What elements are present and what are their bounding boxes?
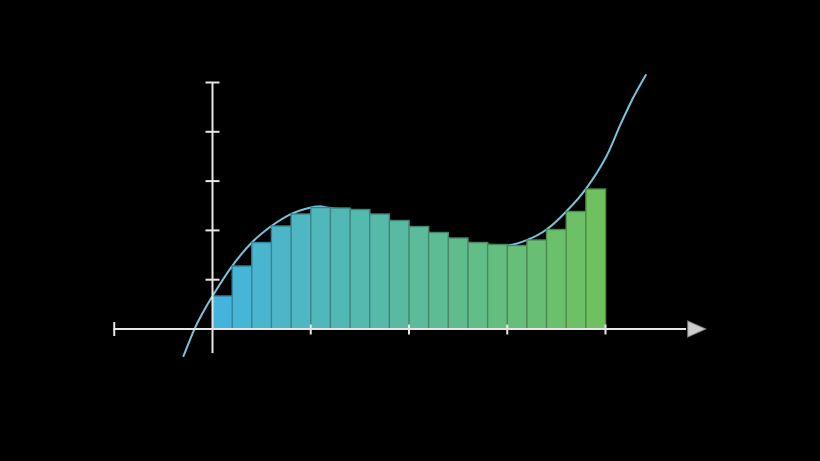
riemann-bar	[467, 241, 489, 330]
riemann-bar	[388, 219, 410, 330]
riemann-bar	[447, 237, 469, 330]
riemann-bar	[349, 208, 371, 330]
riemann-bars-layer	[211, 188, 607, 330]
riemann-bar	[526, 239, 548, 330]
riemann-bar	[211, 295, 233, 330]
x-axis-arrowhead-icon	[687, 320, 707, 338]
riemann-bar	[270, 225, 292, 330]
riemann-bar	[427, 231, 450, 330]
riemann-bar	[290, 213, 312, 330]
riemann-bar	[329, 207, 351, 330]
riemann-bar	[565, 210, 587, 330]
riemann-bar	[369, 213, 391, 330]
riemann-bar	[310, 206, 332, 330]
riemann-bar	[251, 241, 273, 330]
riemann-bar	[585, 188, 607, 330]
riemann-bar	[231, 265, 253, 330]
riemann-bar	[408, 225, 430, 330]
riemann-bar	[506, 244, 528, 330]
riemann-bar	[486, 243, 509, 330]
riemann-bar	[545, 228, 567, 330]
axes-layer	[113, 81, 707, 354]
